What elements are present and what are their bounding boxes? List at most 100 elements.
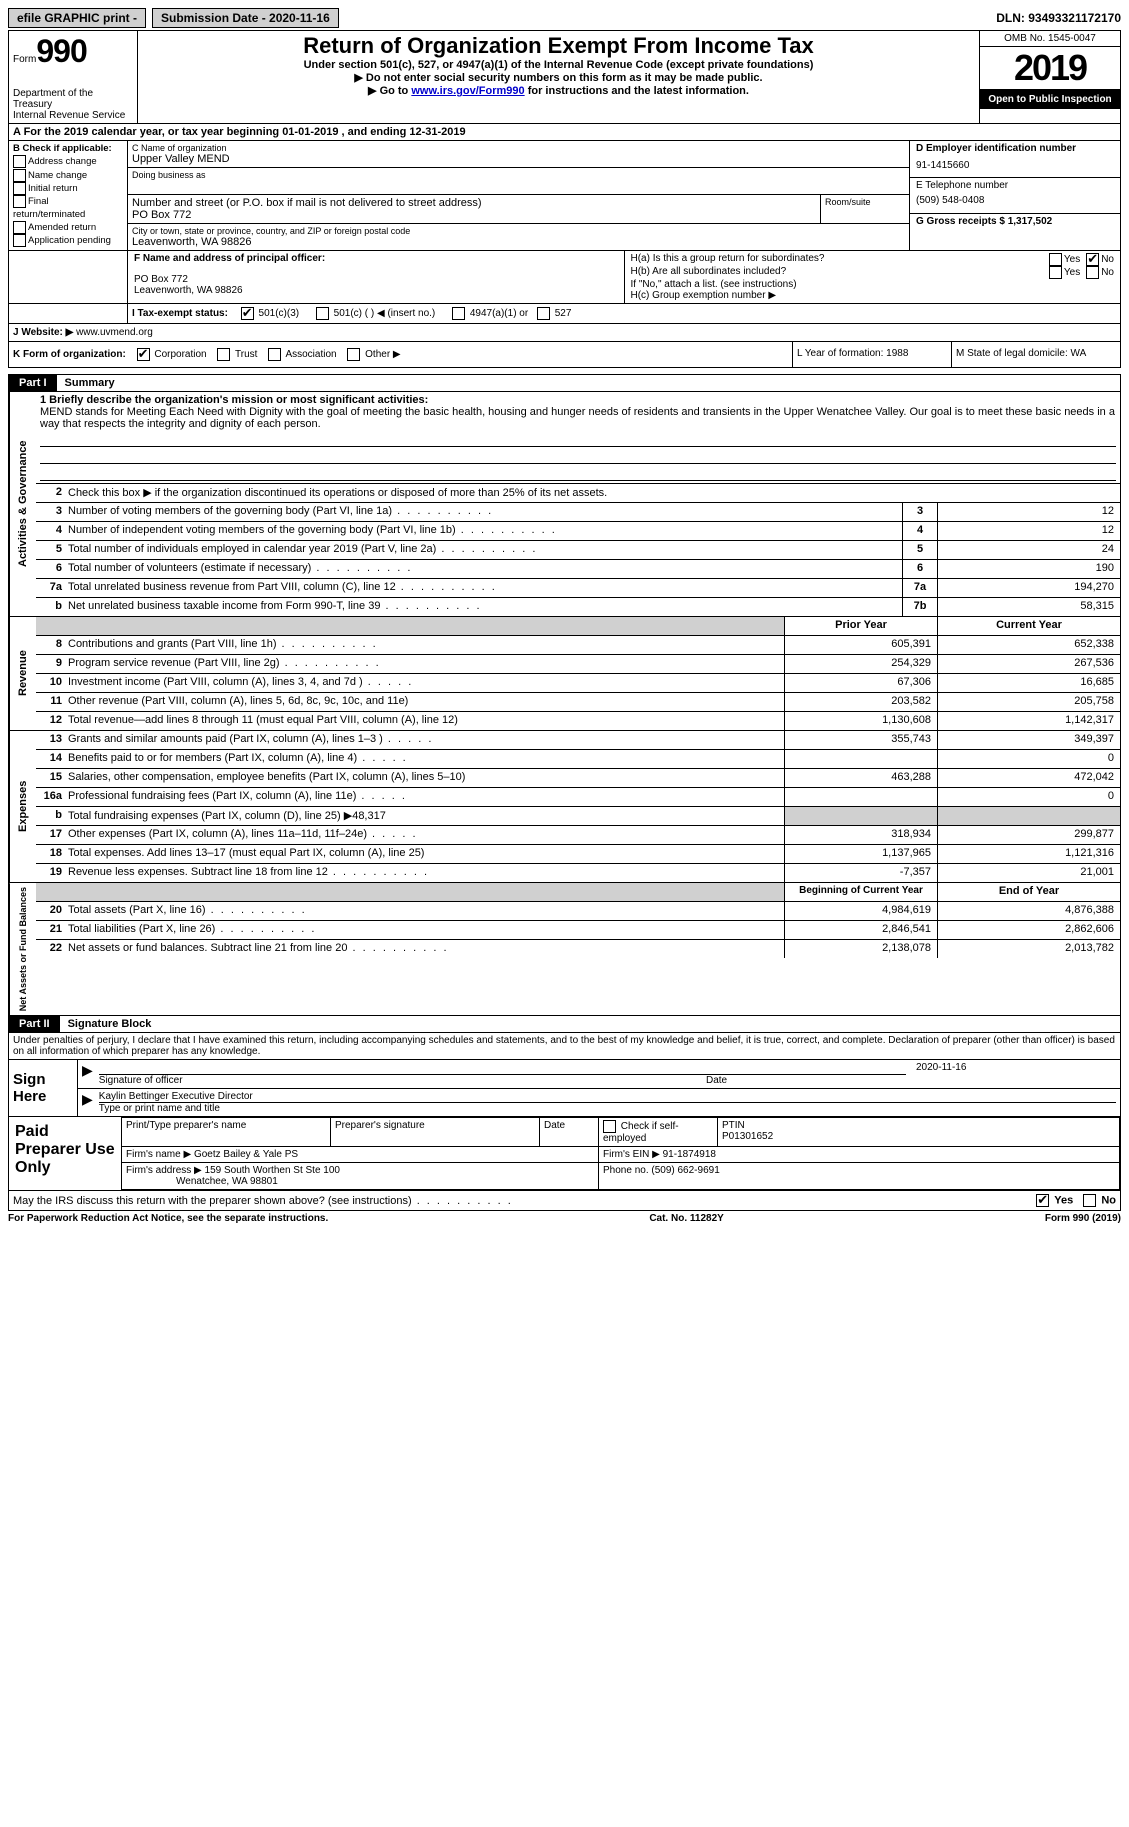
gross-cell: G Gross receipts $ 1,317,502 [910,214,1120,250]
dept-label: Department of the Treasury [13,88,133,110]
line18: Total expenses. Add lines 13–17 (must eq… [64,845,784,863]
paid-preparer-block: Paid Preparer Use Only Print/Type prepar… [8,1117,1121,1191]
submission-button[interactable]: Submission Date - 2020-11-16 [152,8,339,28]
p13: 355,743 [784,731,937,749]
c16a: 0 [937,788,1120,806]
header-right: OMB No. 1545-0047 2019 Open to Public In… [979,31,1120,123]
cb-initial[interactable]: Initial return [13,182,123,195]
dln-label: DLN: 93493321172170 [996,11,1121,25]
cb-self-employed[interactable] [603,1120,616,1133]
line3: Number of voting members of the governin… [64,503,902,521]
ha-yes[interactable]: Yes [1049,253,1080,266]
hb-no[interactable]: No [1086,266,1114,279]
line7a: Total unrelated business revenue from Pa… [64,579,902,597]
ein-cell: D Employer identification number 91-1415… [910,141,1120,178]
line19: Revenue less expenses. Subtract line 18 … [64,864,784,882]
cb-assoc[interactable]: Association [268,349,336,360]
form-header: Form990 Department of the Treasury Inter… [8,30,1121,124]
cb-address[interactable]: Address change [13,155,123,168]
cb-501c[interactable]: 501(c) ( ) ◀ (insert no.) [316,308,435,319]
mission-text: MEND stands for Meeting Each Need with D… [40,406,1116,430]
p21: 2,846,541 [784,921,937,939]
website-val: www.uvmend.org [76,327,153,338]
cb-corp[interactable]: Corporation [137,349,207,360]
val3: 12 [937,503,1120,521]
public-inspection: Open to Public Inspection [980,90,1120,109]
cb-527[interactable]: 527 [537,308,571,319]
paid-preparer-label: Paid Preparer Use Only [9,1117,121,1190]
cb-4947[interactable]: 4947(a)(1) or [452,308,528,319]
firm-ein-val: 91-1874918 [663,1149,716,1160]
instructions-link[interactable]: www.irs.gov/Form990 [411,85,524,97]
dba-lbl: Doing business as [132,170,905,180]
val4: 12 [937,522,1120,540]
hb-yes[interactable]: Yes [1049,266,1080,279]
signature-block: Under penalties of perjury, I declare th… [8,1033,1121,1117]
side-expenses: Expenses [9,731,36,882]
line5: Total number of individuals employed in … [64,541,902,559]
part2-tag: Part II [9,1016,60,1032]
discuss-no[interactable]: No [1083,1194,1116,1207]
row-i: I Tax-exempt status: 501(c)(3) 501(c) ( … [8,304,1121,324]
ha-no[interactable]: No [1086,253,1114,266]
sign-here: Sign Here [9,1060,77,1116]
firm-addr1: 159 South Worthen St Ste 100 [205,1165,340,1176]
section-expenses: Expenses 13Grants and similar amounts pa… [8,731,1121,883]
website-lbl: J Website: ▶ [13,327,76,338]
header-center: Return of Organization Exempt From Incom… [138,31,979,123]
page-footer: For Paperwork Reduction Act Notice, see … [8,1211,1121,1224]
tax-year: 2019 [980,47,1120,90]
p18: 1,137,965 [784,845,937,863]
col-f: F Name and address of principal officer:… [128,251,625,303]
footer-mid: Cat. No. 11282Y [649,1213,723,1224]
p19: -7,357 [784,864,937,882]
header-left: Form990 Department of the Treasury Inter… [9,31,138,123]
p12: 1,130,608 [784,712,937,730]
form-org-lbl: K Form of organization: [13,349,126,360]
cb-amended[interactable]: Amended return [13,221,123,234]
prep-sig-lbl: Preparer's signature [331,1118,540,1147]
side-netassets: Net Assets or Fund Balances [9,883,36,1015]
arrow-icon-2: ▶ [82,1091,99,1114]
side-activities: Activities & Governance [9,392,36,616]
gross-lbl: G Gross receipts $ 1,317,502 [916,216,1114,227]
cb-final[interactable]: Final return/terminated [13,195,123,221]
officer-addr1: PO Box 772 [134,274,618,285]
cb-trust[interactable]: Trust [217,349,257,360]
firm-addr-lbl: Firm's address ▶ [126,1165,205,1176]
city-val: Leavenworth, WA 98826 [132,236,905,248]
side-revenue: Revenue [9,617,36,730]
part2-title: Signature Block [60,1016,160,1032]
p22: 2,138,078 [784,940,937,958]
hdr-begin: Beginning of Current Year [784,883,937,901]
officer-addr2: Leavenworth, WA 98826 [134,285,618,296]
col-b-title: B Check if applicable: [13,143,123,155]
p10: 67,306 [784,674,937,692]
val5: 24 [937,541,1120,559]
dba-cell: Doing business as [128,168,909,195]
link-post: for instructions and the latest informat… [525,85,749,97]
mission-block: 1 Briefly describe the organization's mi… [36,392,1120,484]
topbar: efile GRAPHIC print - Submission Date - … [8,8,1121,28]
preparer-table: Print/Type preparer's name Preparer's si… [121,1117,1120,1190]
c20: 4,876,388 [937,902,1120,920]
line2: Check this box ▶ if the organization dis… [64,484,1120,502]
row-klm: K Form of organization: Corporation Trus… [8,342,1121,368]
c15: 472,042 [937,769,1120,787]
prep-phone-lbl: Phone no. [603,1165,651,1176]
form-word: Form [13,54,36,65]
omb-label: OMB No. 1545-0047 [980,31,1120,47]
discuss-yes[interactable]: Yes [1036,1194,1073,1207]
c11: 205,758 [937,693,1120,711]
c19: 21,001 [937,864,1120,882]
efile-button[interactable]: efile GRAPHIC print - [8,8,146,28]
val6: 190 [937,560,1120,578]
line17: Other expenses (Part IX, column (A), lin… [64,826,784,844]
cb-name[interactable]: Name change [13,169,123,182]
cb-other[interactable]: Other ▶ [347,349,400,360]
ein-lbl: D Employer identification number [916,143,1114,154]
cb-app-pending[interactable]: Application pending [13,234,123,247]
cb-501c3[interactable]: 501(c)(3) [241,308,299,319]
line6: Total number of volunteers (estimate if … [64,560,902,578]
col-c: C Name of organization Upper Valley MEND… [128,141,909,250]
